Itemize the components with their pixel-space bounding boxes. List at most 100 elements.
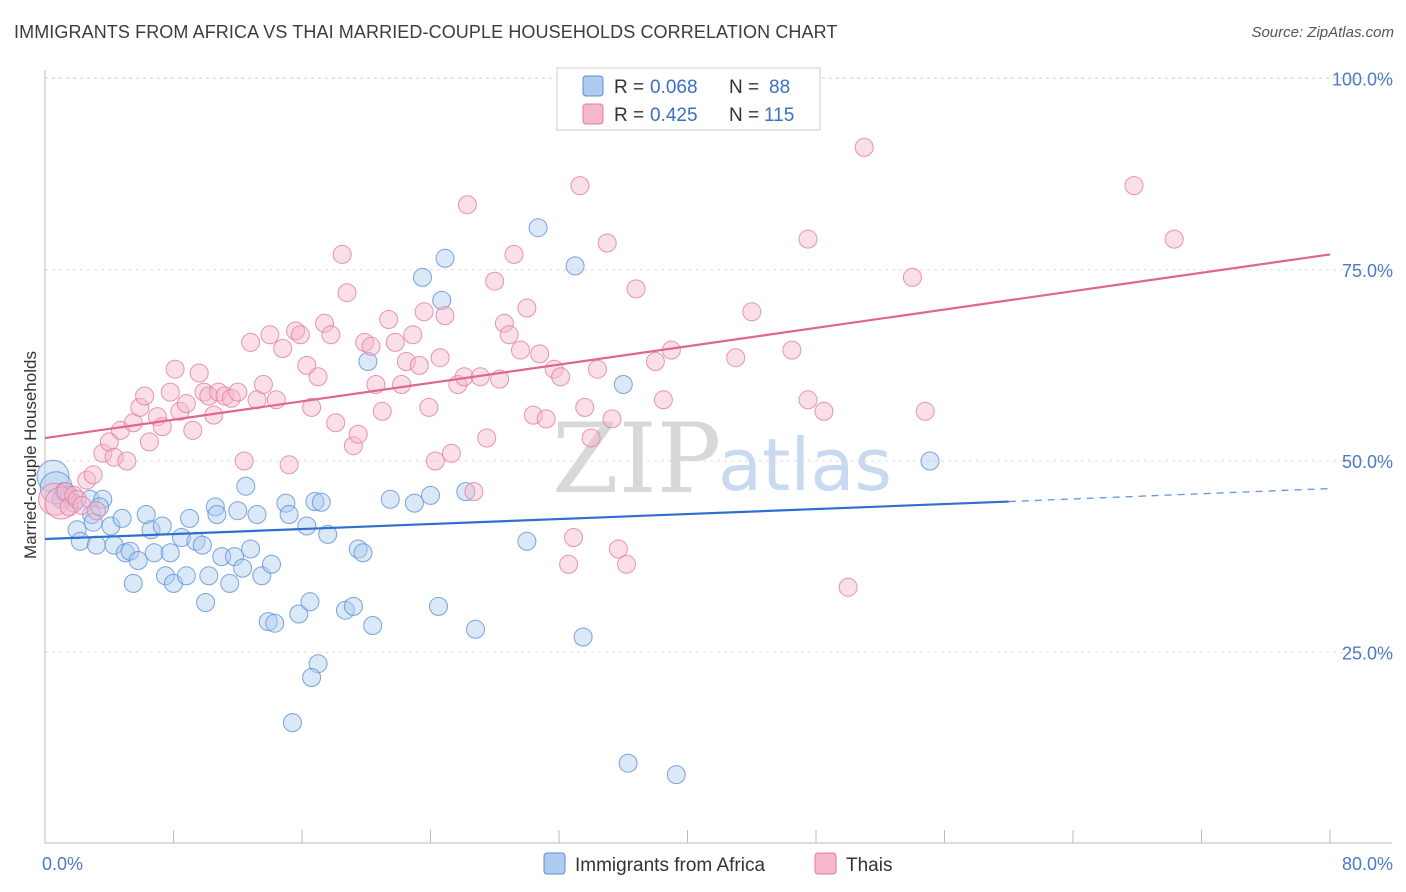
y-tick-labels: 25.0% 50.0% 75.0% 100.0%: [1332, 70, 1393, 664]
data-point: [456, 482, 476, 502]
data-point: [379, 310, 399, 329]
data-point: [392, 375, 412, 394]
data-point: [920, 451, 940, 471]
data-point: [72, 495, 92, 515]
data-point: [613, 375, 633, 394]
data-point: [413, 267, 432, 287]
data-point: [425, 451, 445, 471]
data-point: [404, 493, 424, 513]
data-point: [485, 271, 505, 291]
x-tick-label: 80.0%: [1342, 854, 1393, 874]
data-point: [228, 382, 248, 402]
data-point: [326, 413, 346, 433]
data-point: [597, 233, 617, 253]
axes: [44, 70, 1392, 844]
data-point: [457, 195, 477, 215]
data-point: [441, 443, 461, 463]
data-point: [302, 668, 322, 687]
data-point: [93, 489, 113, 509]
data-point: [551, 367, 571, 387]
data-point: [241, 539, 261, 559]
data-point: [101, 516, 121, 536]
data-point: [128, 551, 148, 570]
data-point: [64, 485, 84, 505]
data-point: [396, 352, 416, 371]
data-point: [180, 508, 200, 528]
data-point: [570, 176, 590, 196]
data-point: [559, 554, 579, 574]
legend-r-value-1: 0.068: [650, 77, 698, 98]
data-point: [466, 619, 485, 639]
data-point: [435, 248, 455, 268]
data-point: [290, 325, 310, 345]
data-point: [247, 505, 267, 524]
data-point: [528, 218, 548, 238]
data-point: [564, 528, 583, 547]
data-point: [156, 566, 175, 586]
data-point: [279, 505, 299, 524]
data-point: [165, 359, 185, 379]
data-point: [385, 332, 405, 352]
data-point: [279, 455, 299, 475]
data-point: [176, 394, 196, 414]
data-point: [1164, 229, 1184, 249]
legend-n-value-2: 115: [764, 105, 794, 126]
data-point: [302, 397, 322, 417]
data-point: [152, 516, 172, 536]
watermark: ZIP atlas: [552, 403, 892, 515]
data-point: [504, 244, 524, 264]
trend-line-thais: [44, 253, 1331, 440]
data-point: [464, 482, 484, 502]
data-point: [160, 382, 180, 402]
legend-n-label-1: N =: [729, 77, 759, 98]
data-point: [372, 401, 392, 421]
bottom-legend-swatch-pink: [814, 852, 837, 875]
data-point: [308, 654, 328, 674]
data-point: [608, 539, 628, 559]
data-point: [192, 535, 212, 555]
y-tick-label: 75.0%: [1342, 261, 1393, 281]
bottom-legend-label-africa: Immigrants from Africa: [575, 855, 765, 876]
data-point: [297, 516, 317, 536]
data-point: [494, 313, 514, 333]
data-point: [130, 397, 150, 417]
data-point: [573, 627, 593, 647]
data-point: [83, 465, 103, 485]
data-point: [361, 336, 381, 356]
data-point: [511, 340, 530, 360]
legend-n-label-2: N =: [729, 105, 759, 126]
data-point: [403, 325, 423, 345]
data-point: [86, 501, 106, 521]
data-point: [70, 531, 90, 551]
data-point: [430, 348, 450, 368]
data-point: [419, 397, 439, 417]
data-point: [321, 325, 341, 345]
data-point: [348, 424, 368, 444]
data-point: [517, 531, 537, 551]
y-tick-label: 50.0%: [1342, 452, 1393, 472]
data-point: [366, 375, 386, 394]
bottom-legend: Immigrants from Africa Thais: [543, 852, 892, 876]
bottom-legend-label-thais: Thais: [846, 855, 892, 876]
data-point: [666, 765, 686, 785]
data-point: [618, 753, 638, 773]
data-point: [742, 302, 762, 322]
data-point: [183, 420, 203, 440]
data-point: [409, 355, 429, 375]
data-point: [220, 573, 240, 593]
data-point: [176, 566, 196, 586]
legend-r-label-1: R =: [614, 77, 644, 98]
data-point: [170, 401, 190, 421]
data-point: [782, 340, 802, 360]
trend-line-africa-extension: [1008, 487, 1331, 503]
data-point: [260, 325, 280, 345]
data-point: [581, 428, 601, 448]
data-point: [311, 492, 331, 512]
data-point: [93, 443, 113, 463]
data-point: [315, 313, 334, 333]
data-point: [265, 613, 285, 633]
data-point: [228, 501, 248, 521]
data-point: [262, 554, 281, 574]
data-point: [205, 497, 225, 517]
data-point: [297, 355, 317, 375]
